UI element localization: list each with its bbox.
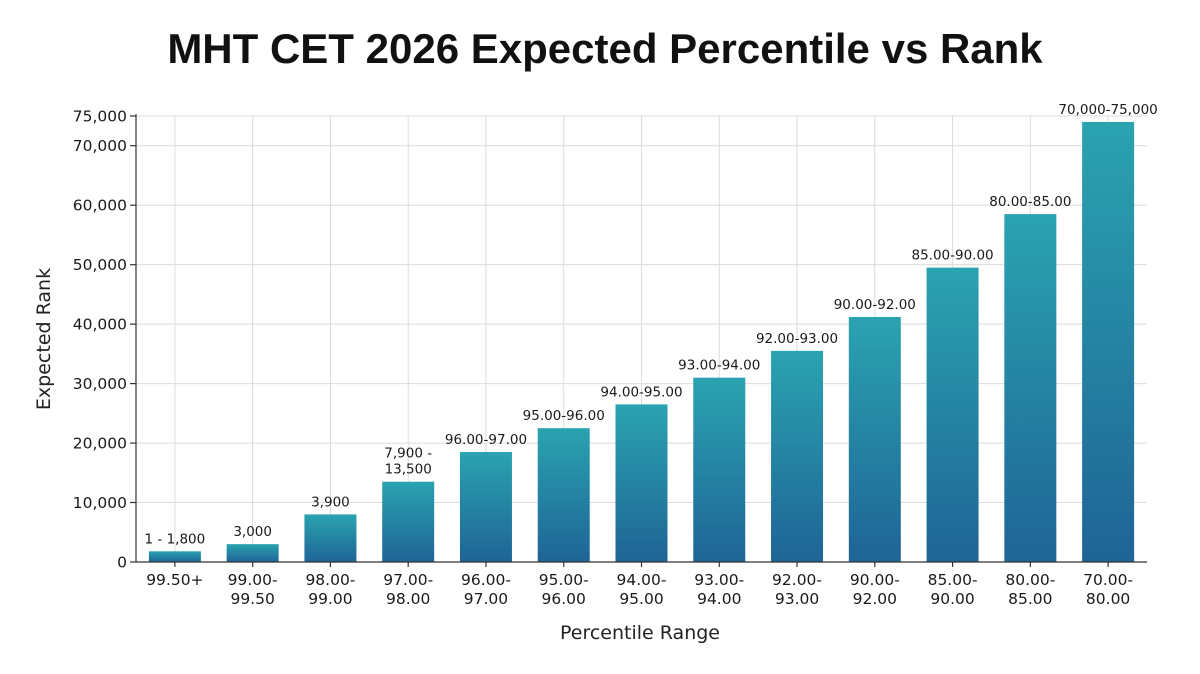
x-tick-label: 90.00-	[850, 571, 900, 589]
x-tick-label: 92.00	[853, 590, 897, 608]
x-tick-label: 99.00	[308, 590, 352, 608]
x-tick-label: 98.00-	[305, 571, 355, 589]
x-tick-label: 93.00	[775, 590, 819, 608]
labels: 0 10,000 20,000 30,000 40,000 50,000 60,000 70,…	[73, 102, 1158, 608]
bar	[459, 451, 512, 562]
data-label: 80.00-85.00	[989, 194, 1071, 210]
x-tick-label: 99.50	[230, 590, 274, 608]
x-tick-label: 98.00	[386, 590, 430, 608]
x-tick-label: 97.00-	[383, 571, 433, 589]
bar	[226, 544, 279, 562]
y-tick-label: 20,000	[73, 435, 127, 453]
x-tick-label: 99.00-	[228, 571, 278, 589]
data-label: 70,000-75,000	[1058, 102, 1157, 118]
x-tick-label: 95.00-	[539, 571, 589, 589]
x-tick-label: 92.00-	[772, 571, 822, 589]
data-label: 93.00-94.00	[678, 358, 760, 374]
y-tick-label: 30,000	[73, 375, 127, 393]
y-tick-label: 50,000	[73, 256, 127, 274]
bar	[382, 481, 435, 562]
x-tick-label: 96.00-	[461, 571, 511, 589]
x-tick-label: 96.00	[542, 590, 586, 608]
data-label: 90.00-92.00	[834, 297, 916, 313]
y-tick-label: 60,000	[73, 197, 127, 215]
x-tick-label: 70.00-	[1083, 571, 1133, 589]
x-tick-label: 80.00-	[1005, 571, 1055, 589]
x-axis-label: Percentile Range	[560, 622, 720, 644]
bar	[304, 514, 357, 562]
data-label: 3,900	[311, 494, 350, 510]
bars	[148, 121, 1135, 563]
data-label: 95.00-96.00	[523, 408, 605, 424]
x-tick-label: 94.00	[697, 590, 741, 608]
bar	[1004, 214, 1057, 562]
data-label: 92.00-93.00	[756, 331, 838, 347]
axes	[130, 114, 1147, 567]
bar	[926, 267, 979, 562]
y-axis-label: Expected Rank	[33, 268, 55, 410]
x-tick-label: 90.00	[930, 590, 974, 608]
y-tick-label: 75,000	[73, 108, 127, 126]
bar	[693, 377, 746, 562]
x-tick-label: 95.00	[619, 590, 663, 608]
y-tick-label: 70,000	[73, 137, 127, 155]
data-label: 13,500	[385, 462, 432, 478]
data-label: 3,000	[233, 524, 272, 540]
bar	[771, 350, 824, 562]
bar	[615, 404, 668, 562]
data-label: 1 - 1,800	[145, 531, 206, 547]
bar	[1082, 121, 1135, 563]
data-label: 94.00-95.00	[600, 384, 682, 400]
y-tick-label: 0	[117, 554, 127, 572]
x-tick-label: 93.00-	[694, 571, 744, 589]
x-tick-label: 85.00-	[928, 571, 978, 589]
x-tick-label: 97.00	[464, 590, 508, 608]
data-label: 85.00-90.00	[911, 248, 993, 264]
bar	[537, 428, 590, 562]
bar	[148, 551, 201, 562]
x-tick-label: 80.00	[1086, 590, 1130, 608]
y-tick-label: 40,000	[73, 316, 127, 334]
x-tick-label: 94.00-	[617, 571, 667, 589]
chart-title: MHT CET 2026 Expected Percentile vs Rank	[167, 25, 1043, 72]
x-tick-label: 85.00	[1008, 590, 1052, 608]
data-label: 96.00-97.00	[445, 432, 527, 448]
bar	[848, 316, 901, 562]
y-tick-label: 10,000	[73, 494, 127, 512]
x-tick-label: 99.50+	[146, 571, 203, 589]
data-label: 7,900 -	[384, 446, 432, 462]
